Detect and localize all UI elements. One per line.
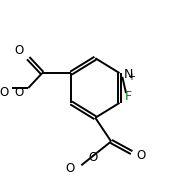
Text: CH₃: CH₃ bbox=[0, 188, 1, 189]
Text: O: O bbox=[88, 151, 98, 164]
Text: +: + bbox=[127, 72, 135, 82]
Text: O: O bbox=[65, 162, 74, 175]
Text: O: O bbox=[15, 86, 24, 99]
Text: F: F bbox=[124, 90, 132, 103]
Text: O: O bbox=[137, 149, 146, 162]
Text: O: O bbox=[0, 86, 8, 99]
Text: N: N bbox=[124, 67, 133, 81]
Text: O: O bbox=[15, 44, 24, 57]
